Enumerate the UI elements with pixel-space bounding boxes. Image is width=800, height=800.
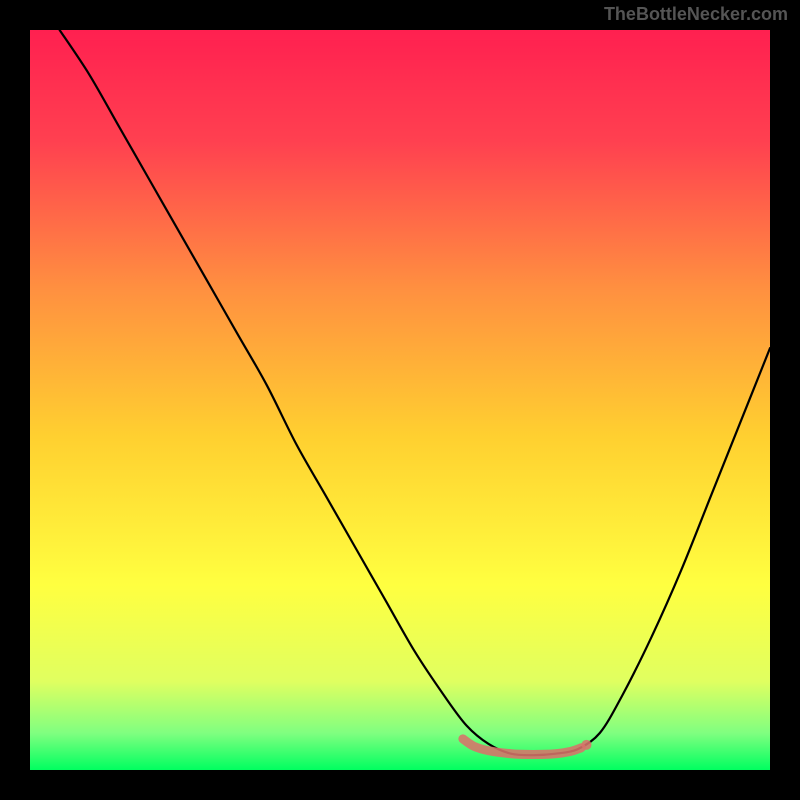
- attribution-text: TheBottleNecker.com: [604, 4, 788, 25]
- chart-svg: [30, 30, 770, 770]
- bottleneck-chart: [30, 30, 770, 770]
